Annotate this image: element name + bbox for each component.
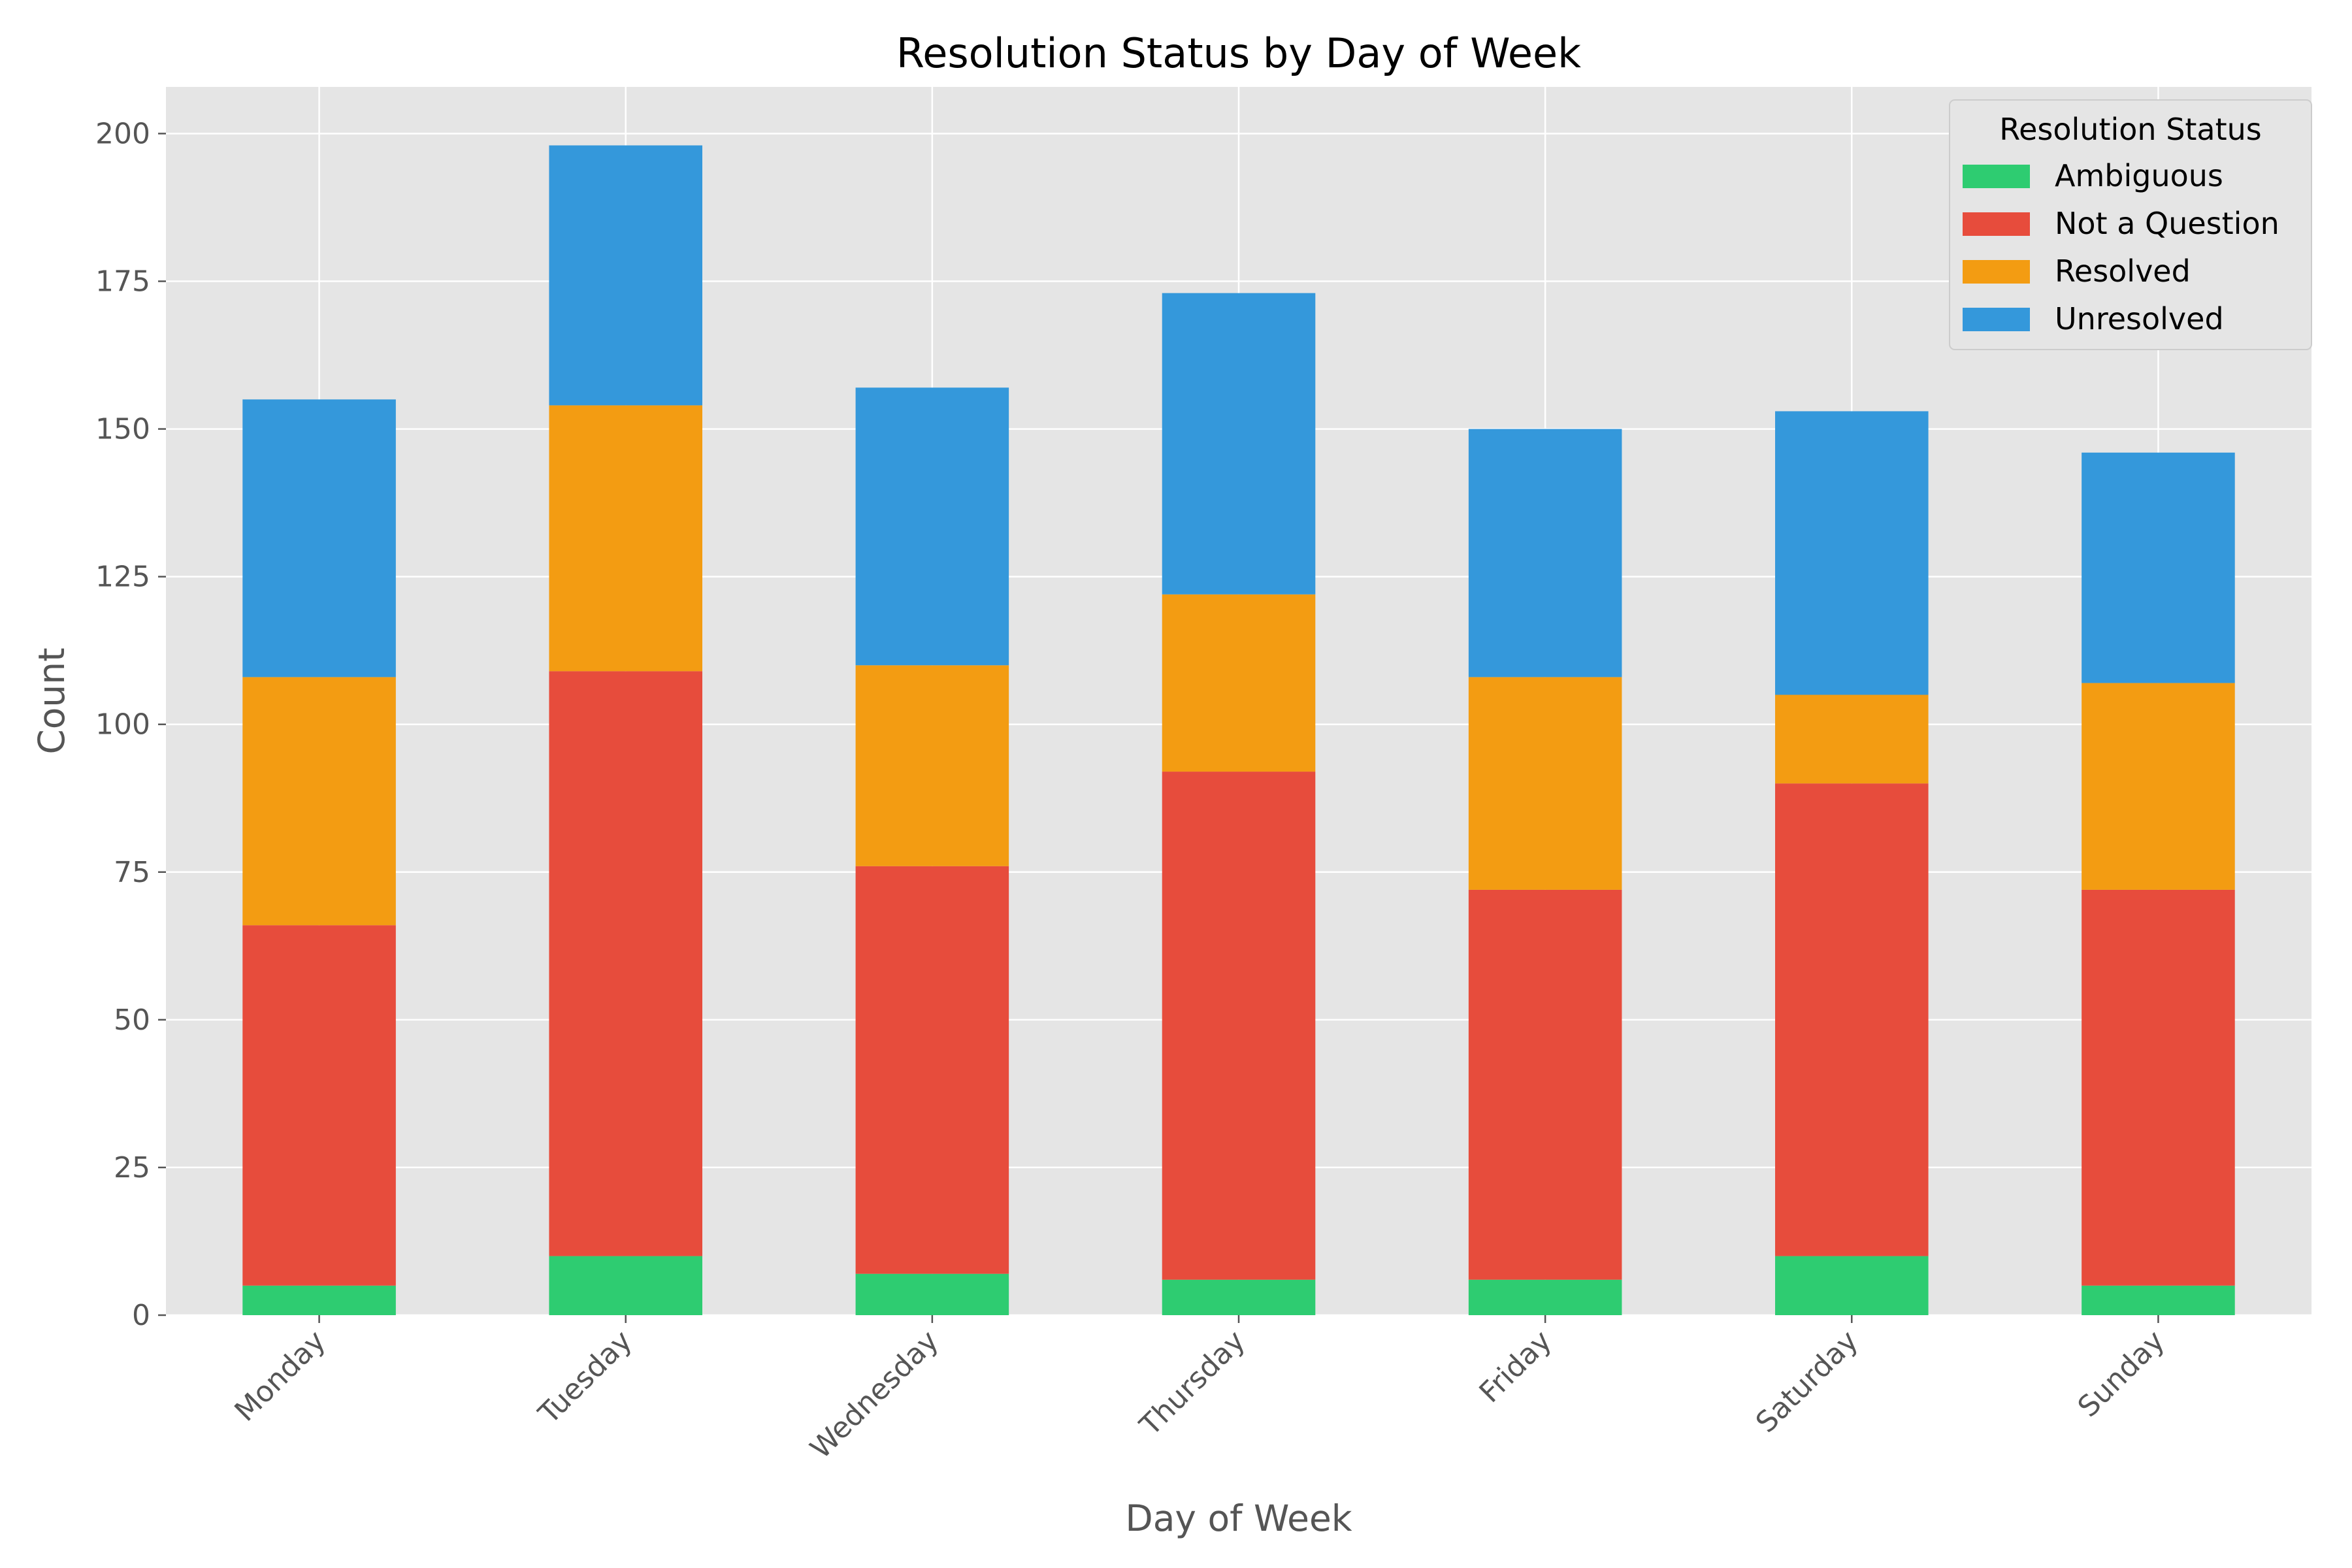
y-tick-label: 75 <box>114 856 150 889</box>
x-axis-label: Day of Week <box>1125 1497 1352 1539</box>
bar-segment-resolved <box>1775 694 1929 784</box>
bar-segment-resolved <box>242 677 396 926</box>
bar-segment-ambiguous <box>2082 1285 2235 1315</box>
bar-segment-unresolved <box>242 399 396 678</box>
bar-segment-unresolved <box>549 145 702 406</box>
bar-segment-resolved <box>855 665 1009 866</box>
bar-segment-not-a-question <box>1775 783 1929 1256</box>
bar-segment-unresolved <box>1162 293 1316 595</box>
y-tick-label: 200 <box>95 117 150 150</box>
y-tick-label: 125 <box>95 561 150 594</box>
legend-label: Unresolved <box>2055 301 2224 336</box>
bar-segment-resolved <box>2082 683 2235 890</box>
legend-swatch <box>1963 260 2030 284</box>
bar-segment-ambiguous <box>549 1256 702 1315</box>
y-tick-label: 0 <box>132 1299 150 1332</box>
bar-segment-ambiguous <box>855 1273 1009 1315</box>
bars <box>242 145 2235 1315</box>
bar-segment-unresolved <box>1775 411 1929 695</box>
legend-swatch <box>1963 165 2030 188</box>
y-axis-label: Count <box>31 647 73 754</box>
bar-segment-unresolved <box>1468 429 1622 678</box>
bar-segment-ambiguous <box>242 1285 396 1315</box>
bar-segment-ambiguous <box>1162 1279 1316 1315</box>
legend-swatch <box>1963 212 2030 236</box>
legend-swatch <box>1963 308 2030 331</box>
legend-title: Resolution Status <box>1999 112 2262 147</box>
legend-label: Resolved <box>2055 253 2191 289</box>
legend-label: Ambiguous <box>2055 158 2223 193</box>
legend-label: Not a Question <box>2055 206 2279 241</box>
y-tick-label: 25 <box>114 1151 150 1184</box>
y-tick-label: 50 <box>114 1004 150 1037</box>
legend: Resolution Status Ambiguous Not a Questio… <box>1949 99 2312 350</box>
bar-segment-resolved <box>1468 677 1622 890</box>
bar-segment-not-a-question <box>855 866 1009 1274</box>
bar-segment-not-a-question <box>1162 772 1316 1280</box>
bar-segment-not-a-question <box>549 671 702 1256</box>
bar-segment-resolved <box>1162 594 1316 772</box>
y-tick-label: 150 <box>95 413 150 446</box>
bar-segment-not-a-question <box>242 925 396 1286</box>
legend-items: Ambiguous Not a Question Resolved Unresolve… <box>1963 158 2279 336</box>
legend-box <box>1949 99 2312 350</box>
bar-segment-resolved <box>549 405 702 672</box>
y-tick-label: 100 <box>95 708 150 742</box>
y-tick-label: 175 <box>95 265 150 299</box>
bar-segment-unresolved <box>855 387 1009 666</box>
bar-segment-ambiguous <box>1775 1256 1929 1315</box>
bar-segment-not-a-question <box>2082 889 2235 1286</box>
bar-segment-unresolved <box>2082 452 2235 683</box>
bar-segment-not-a-question <box>1468 889 1622 1280</box>
bar-segment-ambiguous <box>1468 1279 1622 1315</box>
chart-title: Resolution Status by Day of Week <box>896 29 1581 77</box>
